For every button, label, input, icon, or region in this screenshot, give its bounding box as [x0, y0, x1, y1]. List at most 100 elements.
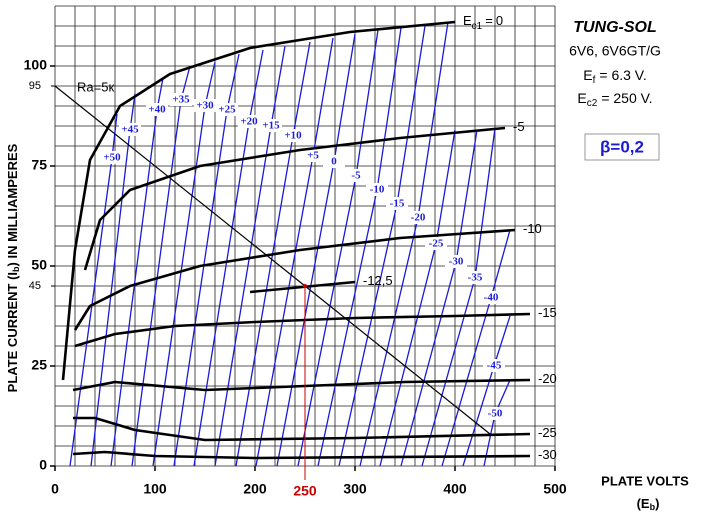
- label-bg: [282, 129, 304, 142]
- label-bg: [407, 211, 429, 224]
- info-tube: 6V6, 6V6GT/G: [569, 43, 661, 59]
- info-ec2: Ec2 = 250 V.: [577, 90, 652, 109]
- plate-curve: [61, 20, 456, 381]
- ultralinear-label: +10: [284, 130, 302, 142]
- plate-curve: [249, 280, 356, 294]
- label-bg: [302, 149, 324, 162]
- info-ef: Ef = 6.3 V.: [583, 67, 646, 86]
- x-tick-label: 200: [243, 481, 267, 497]
- ultralinear-label: -50: [488, 408, 503, 420]
- ec2-main: E: [577, 90, 586, 106]
- x-title-sub: b: [650, 502, 656, 512]
- curve-label: -15: [538, 305, 557, 320]
- operating-x-label: 250: [293, 483, 317, 499]
- curve-name: -10: [523, 221, 542, 236]
- curve-label: -10: [523, 221, 542, 236]
- curve-name: -20: [538, 371, 557, 386]
- ultralinear-label: +15: [262, 120, 280, 132]
- x-title-open: (E: [637, 496, 650, 511]
- plate-curve: [72, 378, 531, 392]
- plate-curve: [73, 416, 531, 442]
- plate-curve: [72, 450, 531, 460]
- label-bg: [464, 271, 486, 284]
- ultralinear-label: -25: [429, 238, 444, 250]
- ultralinear-label: -5: [351, 170, 361, 182]
- plot-area: [54, 5, 556, 467]
- y-title-main: PLATE CURRENT (I: [5, 272, 20, 392]
- curve-label: -25: [538, 425, 557, 440]
- x-tick-label: 300: [343, 481, 367, 497]
- label-bg: [119, 123, 141, 136]
- curve-name: -25: [538, 425, 557, 440]
- label-bg: [323, 155, 345, 168]
- label-bg: [146, 103, 168, 116]
- load-line-label: Ra=5к: [77, 79, 114, 94]
- y-tick-label-small: 45: [29, 280, 41, 292]
- ultralinear-label: -45: [487, 360, 502, 372]
- curve-name: -15: [538, 305, 557, 320]
- ultralinear-label: +40: [148, 104, 166, 116]
- label-bg: [484, 407, 506, 420]
- y-title-sub: b: [11, 266, 21, 272]
- label-bg: [101, 151, 123, 164]
- ultralinear-label: +50: [103, 152, 121, 164]
- ultralinear-label: -15: [390, 198, 405, 210]
- ultralinear-label: -35: [468, 272, 483, 284]
- ultralinear-label: -10: [370, 184, 385, 196]
- y-tick-label: 0: [39, 457, 47, 473]
- ef-main: E: [583, 67, 592, 83]
- x-axis-title-sym: (Eb): [637, 496, 660, 512]
- curve-name: 0: [496, 13, 503, 28]
- curve-label: -5: [513, 119, 525, 134]
- y-title-rest: ) IN MILLIAMPERES: [5, 143, 20, 266]
- ultralinear-label: +30: [196, 100, 214, 112]
- curve-label: -20: [538, 371, 557, 386]
- curve-label: -12,5: [363, 273, 393, 288]
- plate-curve: [83, 126, 506, 271]
- ultralinear-label: -20: [411, 212, 426, 224]
- y-tick-label: 25: [31, 357, 47, 373]
- info-title: TUNG-SOL: [573, 19, 657, 36]
- x-tick-label: 500: [543, 481, 567, 497]
- ec2-rest: = 250 V.: [601, 90, 652, 106]
- x-tick-label: 400: [443, 481, 467, 497]
- label-bg: [194, 99, 216, 112]
- ef-sub: f: [593, 75, 596, 86]
- beta-box: [584, 133, 660, 161]
- label-bg: [238, 115, 260, 128]
- y-axis-title: PLATE CURRENT (Ib) IN MILLIAMPERES: [5, 143, 21, 392]
- y-tick-label: 50: [31, 257, 47, 273]
- label-bg: [170, 93, 192, 106]
- ultralinear-label: 0: [331, 156, 337, 168]
- ultralinear-label: +45: [121, 124, 139, 136]
- label-bg: [480, 291, 502, 304]
- beta-label: β=0,2: [600, 137, 644, 156]
- label-bg: [216, 103, 238, 116]
- ultralinear-label: +35: [172, 94, 190, 106]
- ultralinear-label: -30: [449, 256, 464, 268]
- curve-prefix-sub: c1: [472, 21, 483, 32]
- x-tick-label: 0: [51, 481, 59, 497]
- x-tick-label: 100: [143, 481, 167, 497]
- curve-name: -30: [538, 447, 557, 462]
- curve-name: -5: [513, 119, 525, 134]
- label-bg: [260, 119, 282, 132]
- x-title-close: ): [655, 496, 659, 511]
- ef-rest: = 6.3 V.: [599, 67, 646, 83]
- label-bg: [345, 169, 367, 182]
- ec2-sub: c2: [587, 98, 598, 109]
- y-tick-label: 100: [24, 57, 48, 73]
- curve-name: -12,5: [363, 273, 393, 288]
- curve-label: Ec1 = 0: [463, 13, 503, 31]
- curve-prefix-eq: =: [485, 13, 493, 28]
- label-bg: [483, 359, 505, 372]
- ultralinear-label: +5: [307, 150, 319, 162]
- label-bg: [366, 183, 388, 196]
- x-axis-title: PLATE VOLTS: [601, 473, 689, 488]
- plate-curve: [74, 312, 531, 348]
- operating-point: [303, 284, 307, 288]
- plate-curve: [73, 228, 516, 331]
- y-tick-label-small: 95: [29, 80, 41, 92]
- label-bg: [386, 197, 408, 210]
